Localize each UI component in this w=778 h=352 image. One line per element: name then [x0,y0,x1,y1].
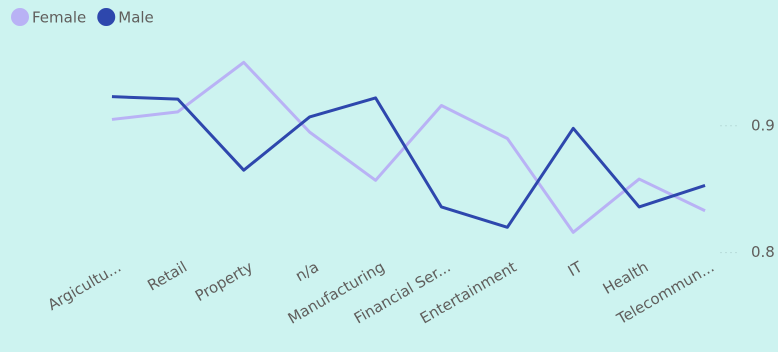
series-line [111,60,706,234]
series-line [111,95,706,229]
y-tick-label: 0.8 [751,243,775,261]
y-tick-label: 0.9 [751,116,775,134]
legend-label: Male [118,9,154,27]
legend-label: Female [32,9,86,27]
legend-marker [11,8,29,26]
legend-marker [97,8,116,26]
